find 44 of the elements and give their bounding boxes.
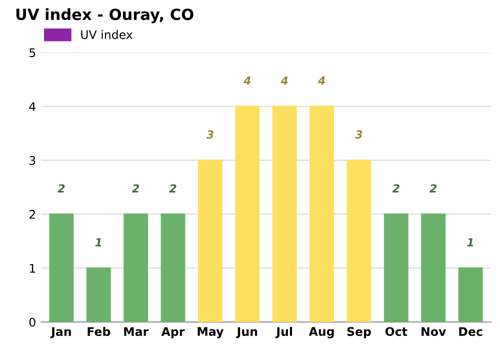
x-tick-label: Mar <box>124 327 149 336</box>
bar <box>384 214 408 322</box>
x-tick-label: Nov <box>422 327 446 336</box>
y-tick-label: 2 <box>29 210 35 219</box>
y-tick-label: 3 <box>30 156 36 165</box>
data-label: 3 <box>355 130 362 139</box>
data-label: 2 <box>169 184 176 192</box>
data-label: 2 <box>58 184 65 192</box>
bar <box>86 267 111 322</box>
x-tick-label: Aug <box>308 327 334 338</box>
x-tick-label: Sep <box>347 327 371 338</box>
y-tick-label: 0 <box>29 318 36 327</box>
text: UV index <box>81 30 133 40</box>
bar <box>272 106 297 322</box>
bar <box>235 106 260 322</box>
bar <box>310 106 334 322</box>
data-label: 2 <box>132 184 140 192</box>
bar <box>198 160 222 322</box>
data-label: 2 <box>430 184 437 192</box>
x-tick-label: Apr <box>161 327 185 338</box>
x-tick-label: May <box>198 327 224 338</box>
data-label: 1 <box>95 238 102 246</box>
x-tick-label: Jul <box>276 326 292 338</box>
x-tick-label: Feb <box>88 326 110 336</box>
bar <box>49 214 74 322</box>
data-label: 2 <box>392 184 400 192</box>
x-tick-label: Jun <box>236 327 258 338</box>
x-tick-label: Oct <box>385 327 408 336</box>
chart-title: UV index - Ouray, CO <box>16 8 194 24</box>
y-tick-label: 4 <box>29 102 36 111</box>
x-tick-label: Jan <box>50 327 71 338</box>
bar <box>160 214 186 322</box>
x-tick-label: Dec <box>459 327 482 336</box>
data-label: 3 <box>206 130 214 139</box>
bar <box>124 214 148 322</box>
data-label: 4 <box>244 76 251 85</box>
y-tick-label: 5 <box>30 48 36 58</box>
data-label: 1 <box>467 238 474 246</box>
data-label: 4 <box>318 76 325 85</box>
y-tick-label: 1 <box>30 264 36 273</box>
bar <box>421 214 446 322</box>
bar <box>346 160 372 322</box>
bar <box>458 267 483 322</box>
data-label: 4 <box>280 76 288 85</box>
